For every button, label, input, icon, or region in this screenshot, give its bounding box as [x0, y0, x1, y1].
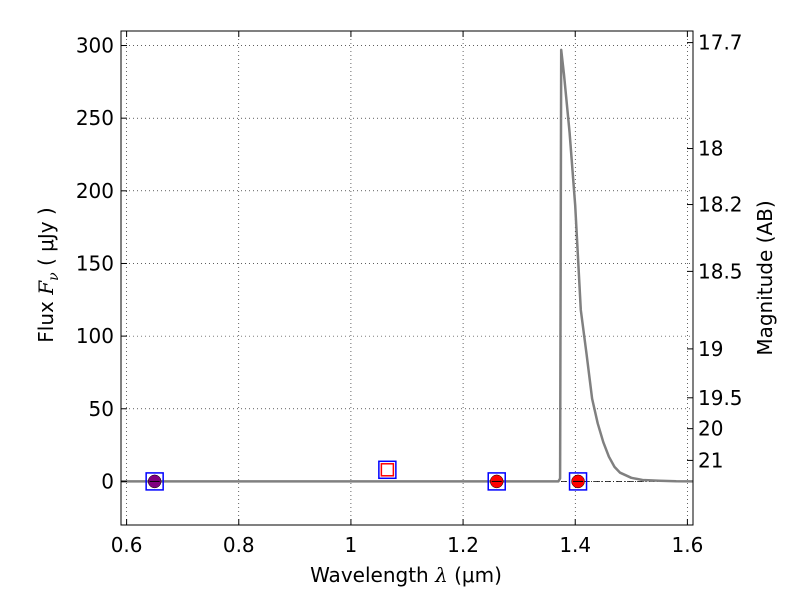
x-tick-label: 0.6 [111, 533, 143, 557]
photometry-square-marker [487, 472, 506, 491]
y-axis-ticks: 0 50 100 150 200 250 300 [76, 34, 127, 493]
y-tick-label: 0 [101, 469, 114, 493]
magnitude-tick-label: 18.2 [698, 193, 743, 217]
magnitude-tick-label: 17.7 [698, 31, 743, 55]
x-tick-label: 1.6 [671, 533, 703, 557]
y-tick-label: 50 [89, 397, 114, 421]
magnitude-tick-label: 18.5 [698, 259, 743, 283]
x-tick-label: 1 [345, 533, 358, 557]
y-axis-label: Flux Fν ( μJy ) [34, 207, 62, 342]
magnitude-axis-label: Magnitude (AB) [753, 200, 777, 355]
magnitude-tick-label: 19 [698, 337, 723, 361]
y-tick-label: 300 [76, 34, 114, 58]
y-tick-label: 100 [76, 324, 114, 348]
y-tick-label: 250 [76, 106, 114, 130]
data-series [121, 48, 694, 491]
photometry-square-marker [380, 463, 395, 477]
photometry-square-marker [378, 460, 397, 480]
x-axis-label: Wavelength λ (μm) [310, 563, 502, 587]
photometry-square-marker [145, 472, 164, 491]
x-tick-label: 0.8 [223, 533, 255, 557]
magnitude-tick-label: 19.5 [698, 386, 743, 410]
plot-frame [120, 30, 694, 526]
model-spectrum-line [121, 48, 694, 483]
x-tick-label: 1.2 [447, 533, 479, 557]
x-tick-label: 1.4 [559, 533, 591, 557]
y-tick-label: 150 [76, 251, 114, 275]
magnitude-tick-label: 20 [698, 417, 723, 441]
magnitude-axis-ticks: 17.7 18 18.2 18.5 19 19.5 20 21 [687, 31, 743, 472]
y-tick-label: 200 [76, 179, 114, 203]
magnitude-tick-label: 18 [698, 137, 723, 161]
x-axis-ticks: 0.6 0.8 1 1.2 1.4 1.6 [111, 31, 703, 557]
magnitude-tick-label: 21 [698, 448, 723, 472]
photometry-square-marker [568, 472, 588, 491]
